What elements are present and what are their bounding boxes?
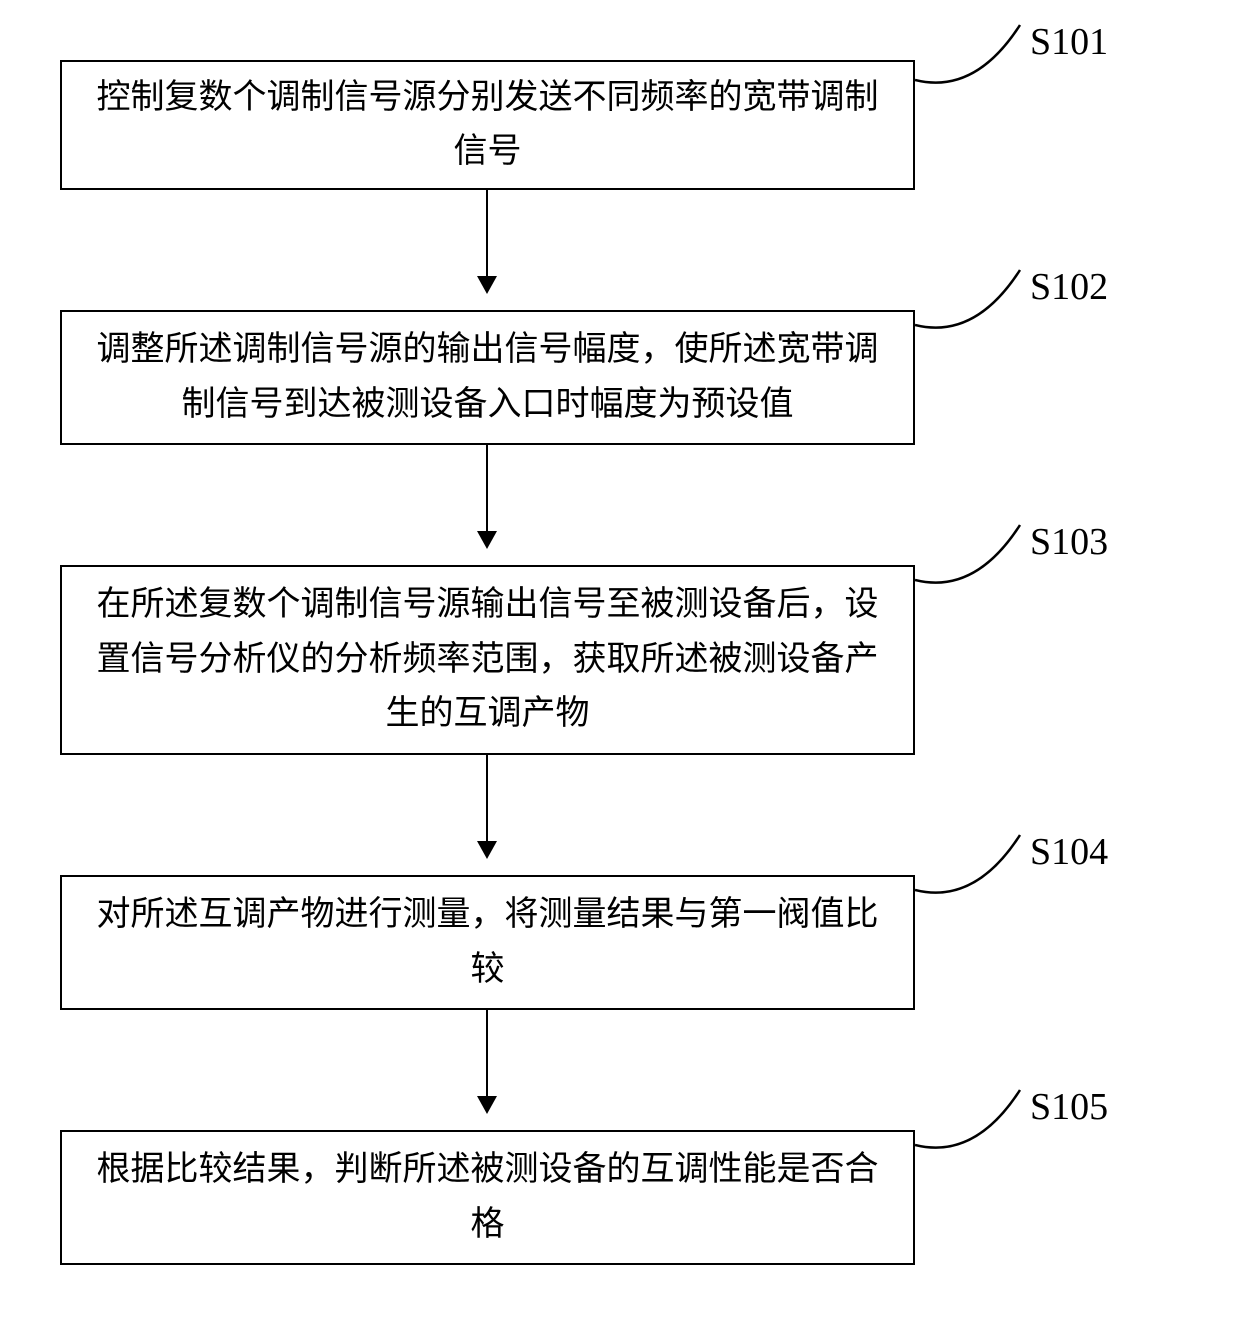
step-box-s101: 控制复数个调制信号源分别发送不同频率的宽带调制信号 bbox=[60, 60, 915, 190]
arrow-3-4 bbox=[486, 755, 488, 857]
connector-s105 bbox=[915, 1085, 1035, 1160]
step-box-s102: 调整所述调制信号源的输出信号幅度，使所述宽带调制信号到达被测设备入口时幅度为预设… bbox=[60, 310, 915, 445]
arrow-4-5 bbox=[486, 1010, 488, 1112]
step-box-s103: 在所述复数个调制信号源输出信号至被测设备后，设置信号分析仪的分析频率范围，获取所… bbox=[60, 565, 915, 755]
connector-s101 bbox=[915, 20, 1035, 95]
step-label-s103: S103 bbox=[1030, 520, 1108, 564]
step-label-s101: S101 bbox=[1030, 20, 1108, 64]
step-text-s104: 对所述互调产物进行测量，将测量结果与第一阀值比较 bbox=[82, 888, 893, 997]
step-box-s105: 根据比较结果，判断所述被测设备的互调性能是否合格 bbox=[60, 1130, 915, 1265]
connector-s102 bbox=[915, 265, 1035, 340]
step-label-s104: S104 bbox=[1030, 830, 1108, 874]
step-label-s105: S105 bbox=[1030, 1085, 1108, 1129]
connector-s104 bbox=[915, 830, 1035, 905]
flowchart-container: 控制复数个调制信号源分别发送不同频率的宽带调制信号 S101 调整所述调制信号源… bbox=[0, 0, 1240, 1330]
arrow-1-2 bbox=[486, 190, 488, 292]
step-box-s104: 对所述互调产物进行测量，将测量结果与第一阀值比较 bbox=[60, 875, 915, 1010]
step-label-s102: S102 bbox=[1030, 265, 1108, 309]
step-text-s102: 调整所述调制信号源的输出信号幅度，使所述宽带调制信号到达被测设备入口时幅度为预设… bbox=[82, 323, 893, 432]
arrow-2-3 bbox=[486, 445, 488, 547]
step-text-s105: 根据比较结果，判断所述被测设备的互调性能是否合格 bbox=[82, 1143, 893, 1252]
connector-s103 bbox=[915, 520, 1035, 595]
step-text-s103: 在所述复数个调制信号源输出信号至被测设备后，设置信号分析仪的分析频率范围，获取所… bbox=[82, 578, 893, 741]
step-text-s101: 控制复数个调制信号源分别发送不同频率的宽带调制信号 bbox=[82, 71, 893, 180]
